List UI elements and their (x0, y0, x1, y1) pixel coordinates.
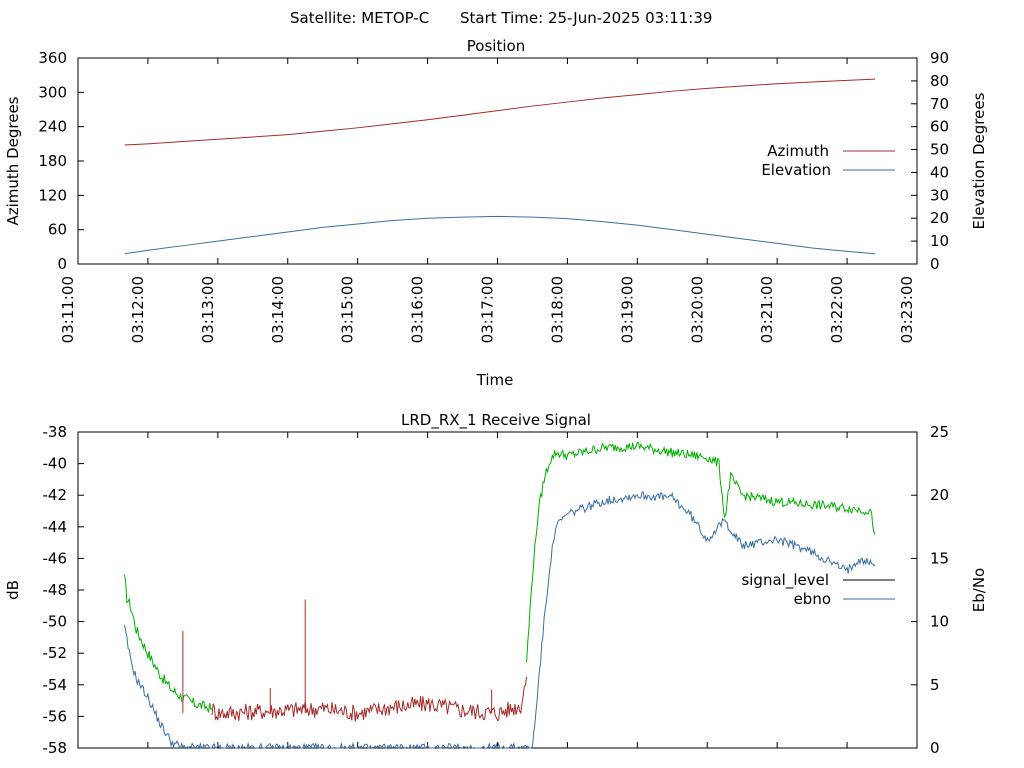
azimuth-line (124, 78, 876, 146)
signal-legend: signal_level ebno (741, 571, 895, 608)
position-y2-tick-label: 40 (930, 163, 949, 181)
legend-ebno-label: ebno (794, 590, 831, 608)
position-y2-axis-label: Elevation Degrees (970, 92, 988, 229)
signal-y-tick-label: -44 (43, 518, 68, 536)
position-y2-tick-label: 0 (930, 255, 940, 273)
signal-y2-axis-label: Eb/No (970, 568, 988, 612)
signal-y-tick-label: -56 (43, 707, 68, 725)
position-x-tick-label: 03:15:00 (339, 276, 357, 343)
legend-signal-level-label: signal_level (741, 571, 829, 590)
signal-level-line-segment (124, 574, 213, 713)
position-x-tick-label: 03:17:00 (479, 276, 497, 343)
signal-y-tick-label: -52 (43, 644, 68, 662)
position-y-tick-label: 300 (38, 83, 67, 101)
satellite-label: Satellite: METOP-C (290, 9, 429, 27)
signal-y2-tick-label: 15 (930, 549, 949, 567)
position-y2-tick-label: 10 (930, 232, 949, 250)
position-x-axis-label: Time (476, 371, 514, 389)
position-y2-tick-label: 70 (930, 95, 949, 113)
position-x-tick-label: 03:23:00 (898, 276, 916, 343)
position-series (124, 78, 876, 255)
position-y-ticks: 0 60 120 180 240 300 360 (38, 49, 84, 273)
signal-y2-ticks: 0 5 10 15 20 25 (911, 423, 949, 757)
signal-y-tick-label: -54 (43, 676, 68, 694)
position-y2-tick-label: 80 (930, 72, 949, 90)
position-x-tick-label: 03:20:00 (688, 276, 706, 343)
position-x-tick-label: 03:14:00 (269, 276, 287, 343)
ebno-line (124, 491, 876, 750)
position-x-tick-label: 03:11:00 (59, 276, 77, 343)
signal-y2-tick-label: 5 (930, 676, 940, 694)
position-x-ticks: 03:11:00 03:12:00 03:13:00 03:14:00 03:15:00… (59, 58, 918, 343)
signal-y-ticks: -58 -56 -54 -52 -50 -48 -46 -44 -42 -40 -38 (43, 423, 84, 757)
position-y-tick-label: 60 (48, 221, 67, 239)
position-x-tick-label: 03:12:00 (129, 276, 147, 343)
signal-series (124, 442, 876, 750)
signal-y-tick-label: -42 (43, 486, 68, 504)
legend-elevation-label: Elevation (761, 161, 831, 179)
position-y2-tick-label: 90 (930, 49, 949, 67)
position-y2-tick-label: 20 (930, 209, 949, 227)
elevation-line (124, 215, 876, 255)
position-y-tick-label: 180 (38, 152, 67, 170)
position-x-tick-label: 03:22:00 (828, 276, 846, 343)
position-legend: Azimuth Elevation (761, 142, 895, 179)
signal-y2-tick-label: 25 (930, 423, 949, 441)
position-x-tick-label: 03:21:00 (758, 276, 776, 343)
position-y2-ticks: 0 10 20 30 40 50 60 70 80 90 (911, 49, 949, 273)
signal-chart: LRD_RX_1 Receive Signal -58-56-54-52-50-… (4, 411, 988, 757)
signal-level-line-segment (211, 676, 528, 722)
position-x-tick-label: 03:18:00 (548, 276, 566, 343)
signal-y2-tick-label: 10 (930, 613, 949, 631)
signal-y-axis-label: dB (4, 580, 22, 600)
position-y-tick-label: 0 (57, 255, 67, 273)
signal-y-tick-label: -46 (43, 549, 68, 567)
position-x-tick-label: 03:19:00 (618, 276, 636, 343)
position-x-tick-label: 03:13:00 (199, 276, 217, 343)
header: Satellite: METOP-C Start Time: 25-Jun-20… (290, 9, 712, 27)
position-y2-tick-label: 50 (930, 141, 949, 159)
position-y-tick-label: 120 (38, 186, 67, 204)
signal-y-tick-label: -58 (43, 739, 68, 757)
signal-y2-tick-label: 20 (930, 486, 949, 504)
legend-azimuth-label: Azimuth (767, 142, 829, 160)
position-y-axis-label: Azimuth Degrees (4, 96, 22, 225)
signal-y-tick-label: -40 (43, 455, 68, 473)
signal-plot-area (77, 431, 918, 749)
position-chart: Position 0 60 120 180 240 300 360 0 10 20 30 40 50 6… (4, 37, 988, 389)
signal-x-ticks (77, 432, 918, 748)
signal-y2-tick-label: 0 (930, 739, 940, 757)
position-title: Position (467, 37, 525, 55)
position-y-tick-label: 240 (38, 118, 67, 136)
position-y-tick-label: 360 (38, 49, 67, 67)
start-time-label: Start Time: 25-Jun-2025 03:11:39 (460, 9, 712, 27)
position-y2-tick-label: 60 (930, 118, 949, 136)
position-y2-tick-label: 30 (930, 186, 949, 204)
signal-y-tick-label: -38 (43, 423, 68, 441)
signal-y-tick-label: -50 (43, 613, 68, 631)
position-x-tick-label: 03:16:00 (409, 276, 427, 343)
signal-y-tick-label: -48 (43, 581, 68, 599)
signal-level-line-segment (526, 442, 876, 663)
signal-title: LRD_RX_1 Receive Signal (401, 411, 591, 430)
